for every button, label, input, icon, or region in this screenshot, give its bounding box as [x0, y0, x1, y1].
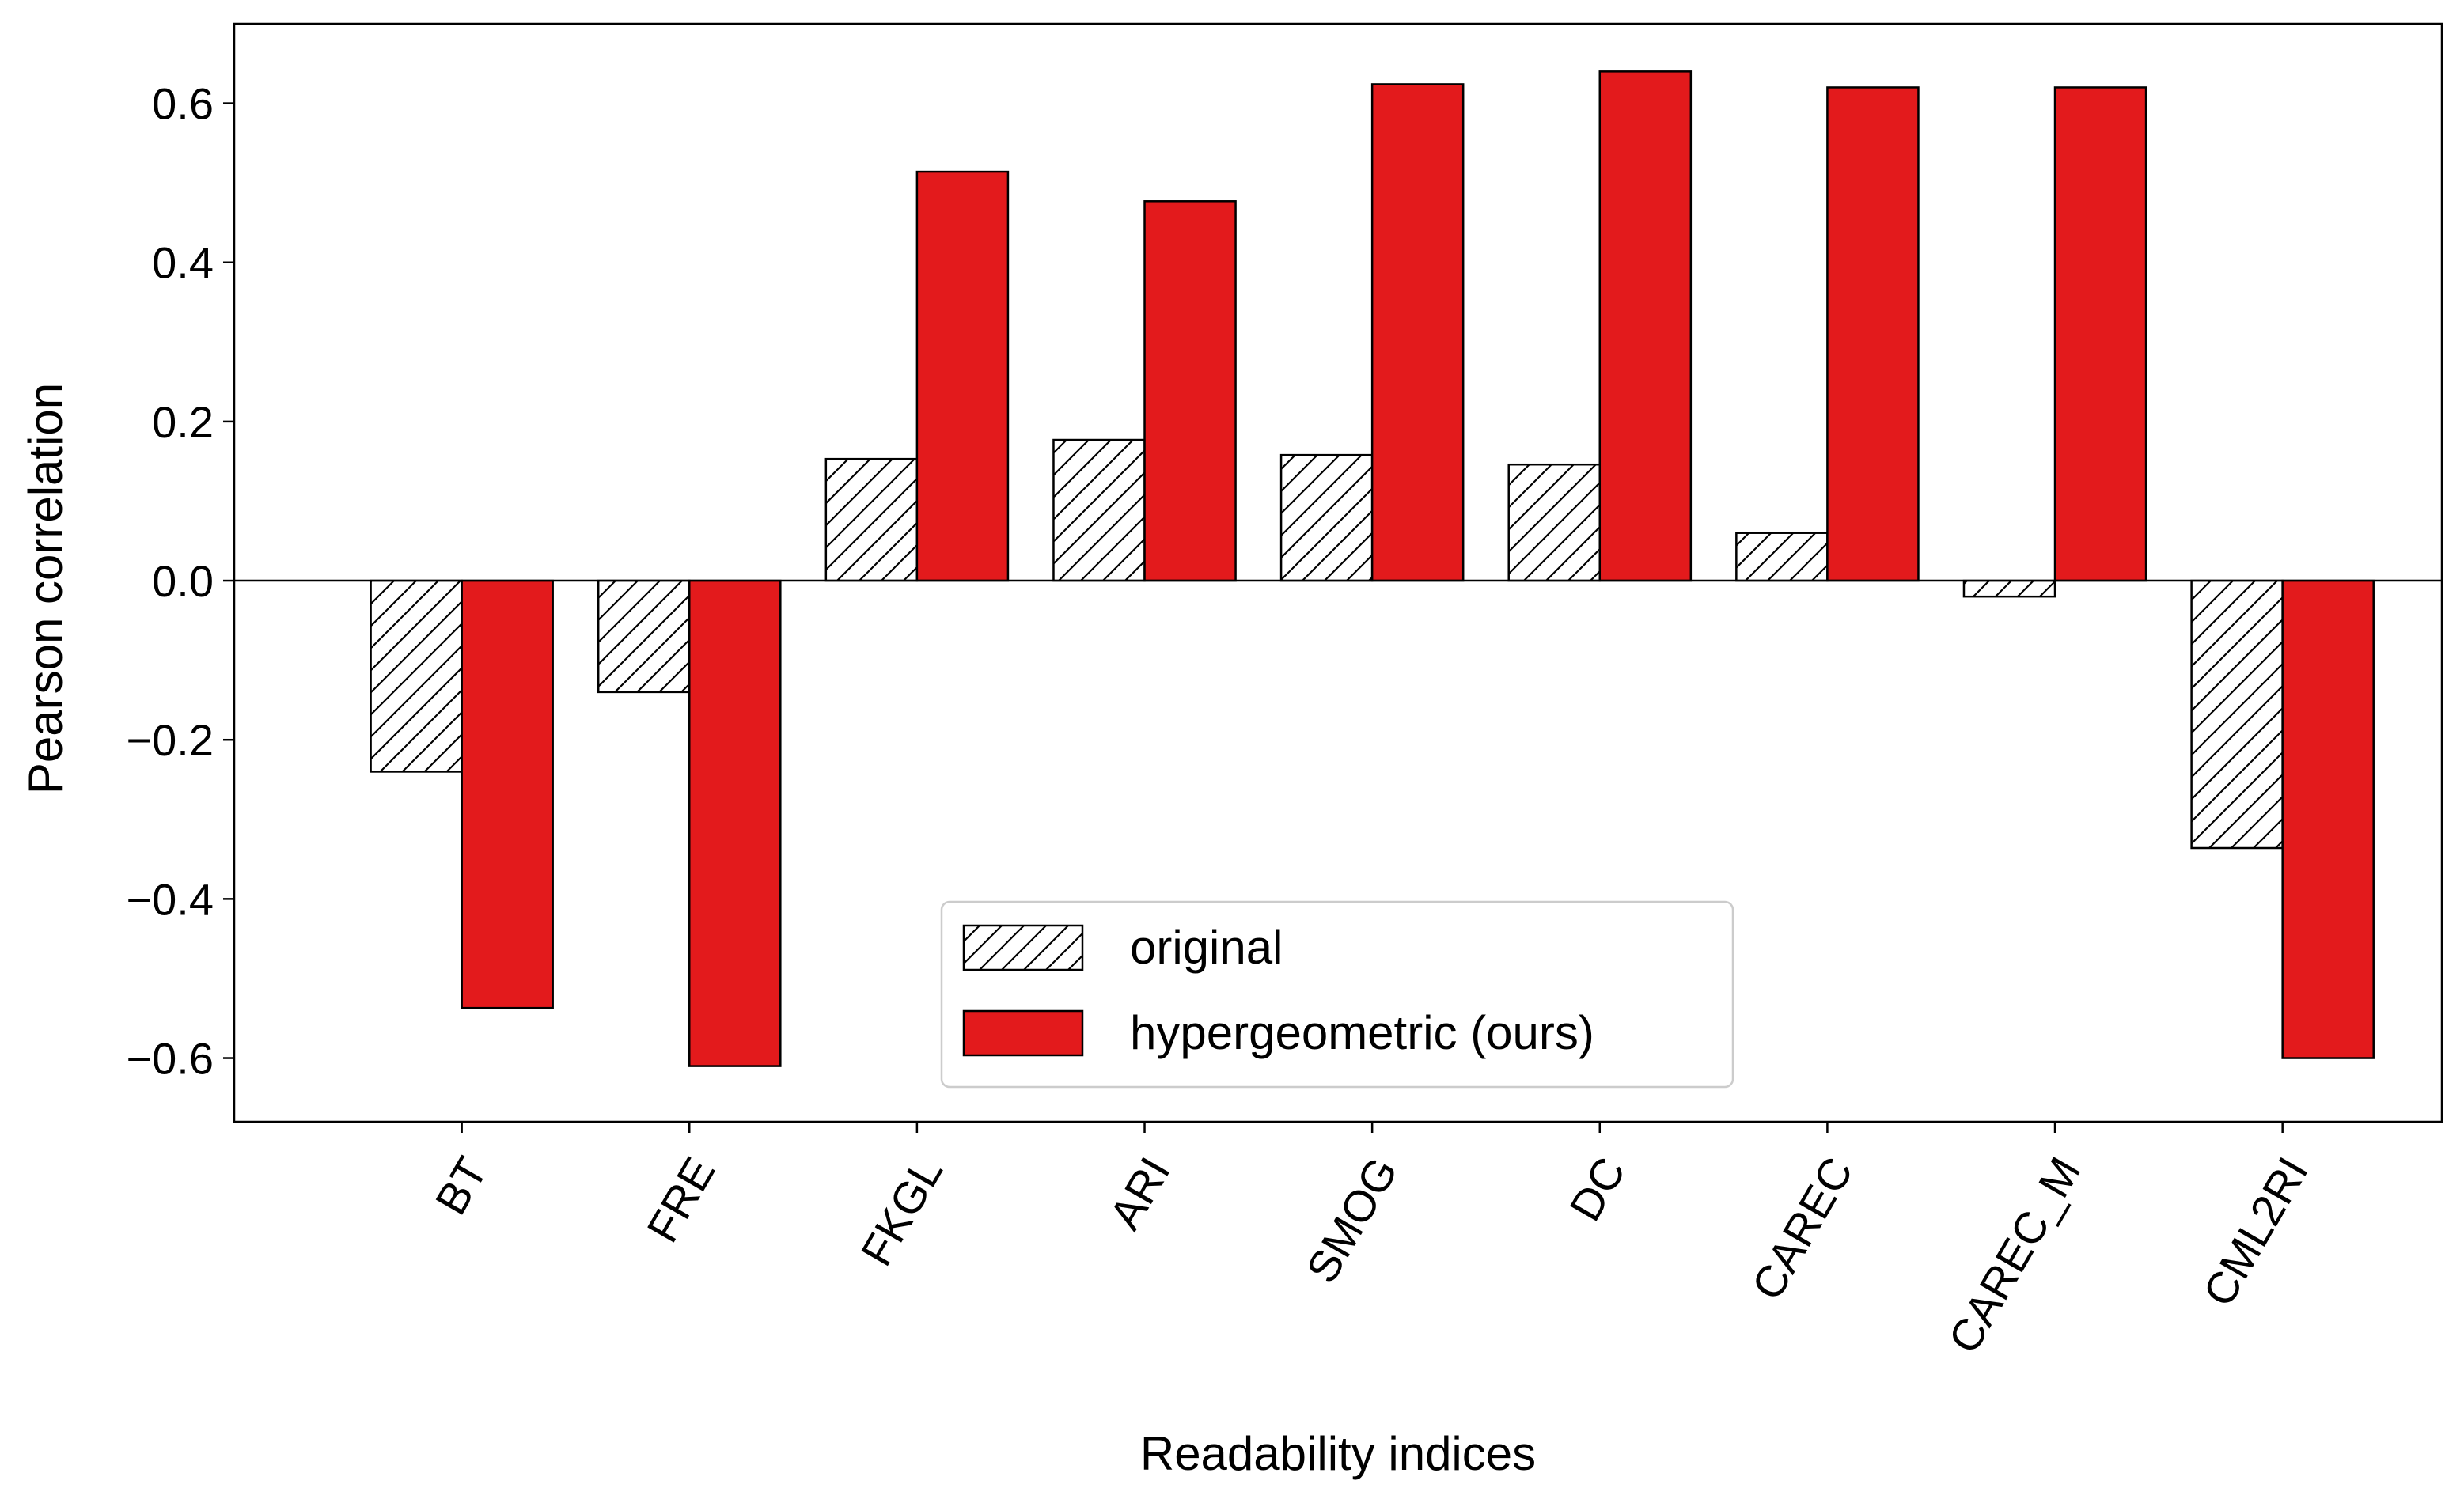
bar-hypergeometric-carec-m — [2053, 86, 2147, 582]
legend-swatch — [962, 1009, 1084, 1057]
x-tick-label: FKGL — [851, 1149, 953, 1274]
x-tick-label: CAREC_M — [1939, 1149, 2090, 1361]
x-axis-label: Readability indices — [1140, 1427, 1536, 1480]
x-tick-label: SMOG — [1296, 1149, 1407, 1291]
y-tick-label: −0.6 — [126, 1034, 214, 1084]
legend-swatch — [962, 924, 1084, 971]
bar-original-cml2ri — [2190, 579, 2284, 850]
bar-original-carec — [1735, 532, 1829, 582]
y-axis-label: Pearson correlation — [19, 383, 72, 794]
y-tick-label: 0.2 — [152, 397, 214, 447]
x-tick-label: BT — [426, 1149, 497, 1222]
y-tick-label: 0.4 — [152, 238, 214, 288]
x-tick-label: CAREC — [1742, 1149, 1863, 1308]
bar-hypergeometric-fkgl — [915, 170, 1010, 582]
bar-hypergeometric-carec — [1826, 86, 1920, 582]
y-tick-label: −0.4 — [126, 874, 214, 924]
bar-hypergeometric-dc — [1598, 70, 1693, 582]
x-tick-label: ARI — [1100, 1149, 1180, 1237]
bar-hypergeometric-bt — [461, 579, 554, 1009]
x-tick-label: FRE — [637, 1149, 725, 1250]
legend-box — [940, 900, 1734, 1089]
y-tick-label: 0.0 — [152, 556, 214, 606]
bar-original-smog — [1279, 453, 1374, 582]
bar-hypergeometric-cml2ri — [2281, 579, 2375, 1059]
y-axis: −0.6 −0.4 −0.2 0.0 0.2 0.4 0.6 — [126, 79, 234, 1084]
bar-hypergeometric-ari — [1143, 200, 1237, 582]
bar-original-fre — [597, 579, 691, 694]
bar-original-carec-m — [1962, 579, 2056, 598]
y-tick-label: 0.6 — [152, 79, 214, 129]
legend-label: original — [1130, 921, 1283, 974]
bar-hypergeometric-smog — [1370, 83, 1465, 582]
x-axis: BT FRE FKGL ARI SMOG DC CAREC CAREC_M CML2RI — [426, 1122, 2318, 1361]
plot-frame — [233, 22, 2443, 1123]
x-tick-label: CML2RI — [2193, 1149, 2318, 1314]
legend-label: hypergeometric (ours) — [1130, 1006, 1594, 1059]
legend: original hypergeometric (ours) — [940, 900, 1734, 1089]
bar-hypergeometric-fre — [688, 579, 782, 1067]
bars-layer — [370, 70, 2375, 1067]
bar-original-bt — [370, 579, 463, 773]
bar-original-ari — [1052, 438, 1146, 582]
bar-original-dc — [1507, 463, 1602, 582]
x-tick-label: DC — [1560, 1149, 1635, 1229]
bar-original-fkgl — [824, 457, 919, 582]
y-tick-label: −0.2 — [126, 715, 214, 765]
